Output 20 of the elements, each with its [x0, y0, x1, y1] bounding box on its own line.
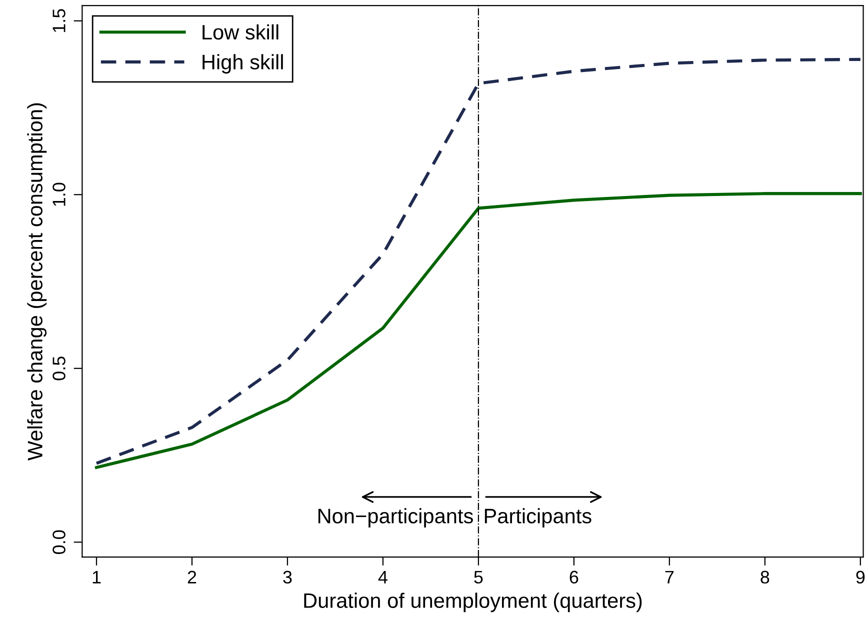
x-tick-label: 7 [665, 570, 674, 584]
x-tick-label: 9 [856, 570, 865, 584]
x-tick-label: 4 [378, 570, 388, 584]
y-tick-label: 0.0 [52, 530, 66, 554]
y-tick-label: 0.5 [52, 356, 66, 380]
annotation: Participants [484, 508, 592, 528]
y-tick-label: 1.5 [52, 9, 66, 32]
x-tick-label: 6 [570, 570, 578, 584]
x-tick-label: 5 [474, 570, 483, 584]
legend-label: Low skill [202, 24, 278, 40]
y-axis-title: Welfare change (percent consumption) [27, 103, 47, 461]
x-axis-title: Duration of unemployment (quarters) [304, 592, 642, 612]
legend-label: High skill [202, 54, 283, 74]
x-tick-label: 3 [283, 570, 292, 584]
y-tick-label: 1.0 [52, 182, 66, 206]
line-series [94, 192, 862, 469]
annotation: Non−participants [318, 508, 473, 528]
x-tick-label: 8 [760, 570, 770, 584]
x-tick-label: 1 [92, 570, 101, 584]
x-tick-label: 2 [188, 570, 196, 584]
